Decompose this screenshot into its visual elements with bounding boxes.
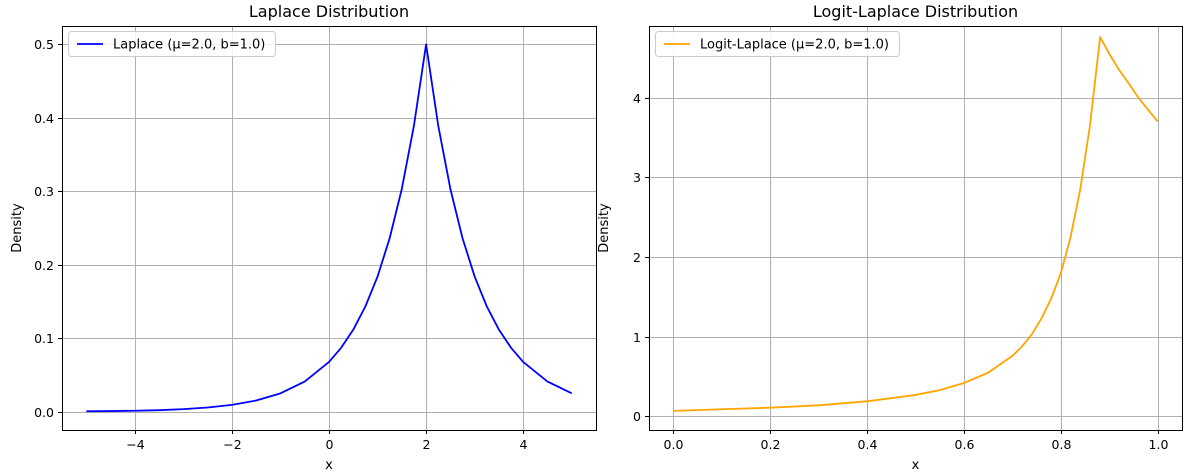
legend-frame (68, 31, 276, 57)
chart-title: Laplace Distribution (249, 2, 409, 21)
legend: Laplace (μ=2.0, b=1.0) (68, 31, 276, 57)
x-tick-label: 2 (423, 437, 431, 452)
y-tick-label: 0 (633, 409, 641, 424)
chart-laplace: −4 −2 0 2 4 0.0 0.1 0.2 0.3 0.4 0.5 x Density Laplace… (10, 2, 597, 473)
legend: Logit-Laplace (μ=2.0, b=1.0) (655, 31, 900, 57)
x-tick-label: 0.8 (1052, 437, 1072, 452)
legend-label: Laplace (μ=2.0, b=1.0) (113, 38, 265, 53)
y-tick-label: 2 (633, 250, 641, 265)
chart-title: Logit-Laplace Distribution (813, 2, 1018, 21)
x-tick-label: 4 (520, 437, 528, 452)
y-tick-label: 0.5 (34, 37, 54, 52)
x-tick-label: −4 (126, 437, 144, 452)
y-axis-label: Density (10, 203, 25, 253)
y-tick-label: 0.0 (34, 405, 54, 420)
series-line (673, 36, 1159, 412)
legend-label: Logit-Laplace (μ=2.0, b=1.0) (700, 38, 889, 53)
y-tick-label: 0.3 (34, 184, 54, 199)
legend-frame (655, 31, 900, 57)
x-axis-label: x (912, 458, 920, 473)
x-tick-label: 0.0 (664, 437, 684, 452)
x-tick-label: 0 (326, 437, 334, 452)
x-tick-label: 0.2 (761, 437, 781, 452)
series-line (86, 43, 573, 413)
y-tick-label: 0.1 (34, 331, 54, 346)
y-tick-label: 3 (633, 170, 641, 185)
x-tick-label: 0.4 (858, 437, 878, 452)
y-tick-label: 1 (633, 330, 641, 345)
x-tick-label: 1.0 (1149, 437, 1169, 452)
plot-frame (649, 26, 1183, 431)
y-tick-label: 4 (633, 91, 641, 106)
y-axis-label: Density (597, 203, 612, 253)
chart-logit-laplace: 0.0 0.2 0.4 0.6 0.8 1.0 0 1 2 3 4 x Density Logit-Lap… (597, 2, 1183, 473)
y-tick-label: 0.2 (34, 258, 54, 273)
x-tick-label: −2 (223, 437, 241, 452)
x-tick-label: 0.6 (955, 437, 975, 452)
y-tick-label: 0.4 (34, 111, 54, 126)
x-axis-label: x (325, 458, 333, 473)
